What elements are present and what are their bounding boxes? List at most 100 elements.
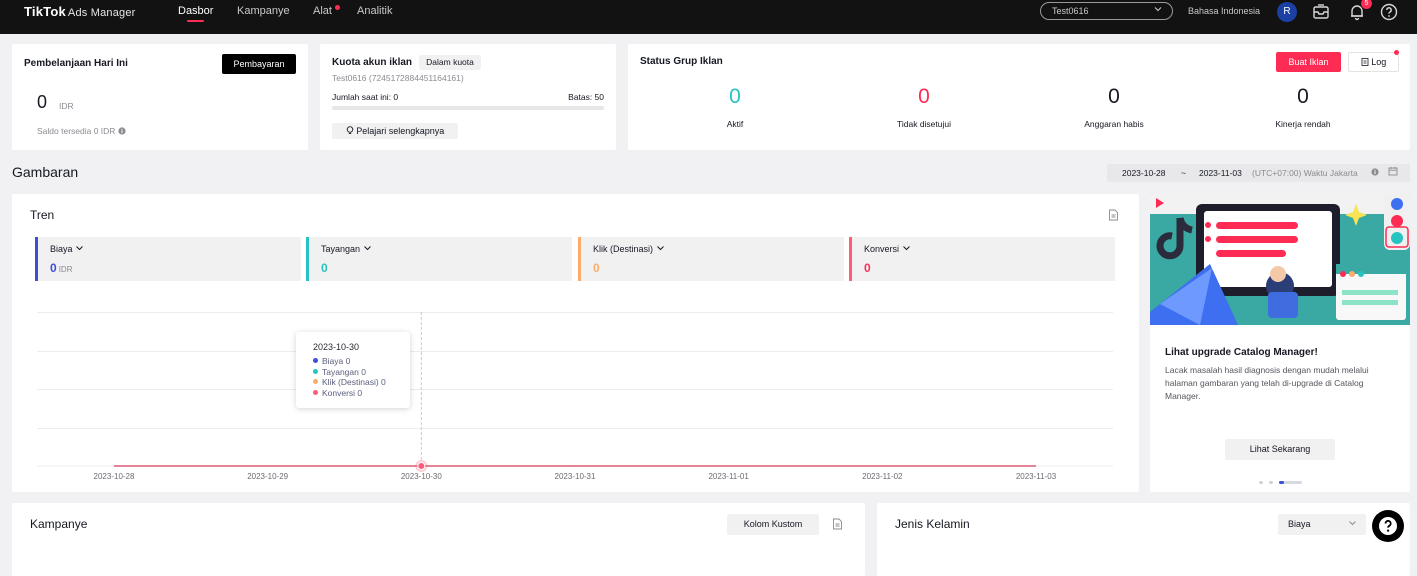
nav-analitik[interactable]: Analitik — [357, 5, 393, 17]
payment-button[interactable]: Pembayaran — [222, 54, 296, 74]
quota-title: Kuota akun iklan — [332, 57, 413, 68]
metric-card-konversi[interactable]: Konversi 0 — [849, 237, 1115, 281]
x-tick-label: 2023-11-03 — [1015, 472, 1057, 481]
account-select[interactable]: Test0616 — [1040, 2, 1173, 20]
create-ad-button[interactable]: Buat Iklan — [1276, 52, 1341, 72]
timezone: (UTC+07:00) Waktu Jakarta — [1252, 168, 1358, 178]
tooltip-row-konversi: Konversi 0 — [313, 388, 362, 398]
inbox-icon[interactable] — [1312, 3, 1330, 21]
log-button[interactable]: Log — [1348, 52, 1399, 72]
promo-title: Lihat upgrade Catalog Manager! — [1165, 347, 1318, 358]
x-tick-label: 2023-11-02 — [862, 472, 903, 481]
metric-label: Tayangan — [321, 244, 372, 254]
overview-title: Gambaran — [12, 164, 79, 180]
chart-gridline — [37, 389, 1113, 390]
nav-kampanye[interactable]: Kampanye — [237, 5, 290, 17]
campaign-card: Kampanye Kolom Kustom — [12, 503, 865, 576]
bell-icon[interactable] — [1348, 3, 1366, 21]
notification-badge: 5 — [1361, 0, 1372, 9]
info-icon[interactable] — [1371, 164, 1379, 182]
logo-subtitle: Ads Manager — [67, 7, 136, 19]
stat-low-performance-value[interactable]: 0 — [1297, 85, 1309, 108]
x-tick-label: 2023-10-31 — [554, 472, 596, 481]
help-icon[interactable] — [1380, 3, 1398, 21]
x-tick-label: 2023-10-28 — [93, 472, 135, 481]
stat-rejected-value[interactable]: 0 — [918, 85, 930, 108]
stat-budget-exhausted-value[interactable]: 0 — [1108, 85, 1120, 108]
metric-value: 0 — [864, 261, 871, 275]
chevron-down-icon — [363, 244, 372, 254]
gender-metric-select-value: Biaya — [1288, 519, 1311, 529]
chart-gridline — [37, 428, 1113, 429]
stat-active-value[interactable]: 0 — [729, 85, 741, 108]
learn-more-button[interactable]: Pelajari selengkapnya — [332, 123, 458, 139]
info-icon[interactable] — [118, 126, 126, 136]
tooltip-row-klik: Klik (Destinasi) 0 — [313, 377, 386, 387]
help-chat-button[interactable] — [1372, 510, 1404, 542]
calendar-icon[interactable] — [1388, 164, 1398, 182]
top-navigation: TikTok Ads Manager Dasbor Kampanye Alat A… — [0, 0, 1417, 34]
metric-label: Biaya — [50, 244, 84, 254]
date-range-picker[interactable]: 2023-10-28 ~ 2023-11-03 (UTC+07:00) Wakt… — [1107, 164, 1410, 182]
carousel-dot[interactable] — [1269, 481, 1273, 484]
quota-current: Jumlah saat ini: 0 — [332, 92, 399, 102]
x-tick-label: 2023-10-30 — [400, 472, 442, 481]
tooltip-row-tayangan: Tayangan 0 — [313, 367, 366, 377]
nav-alat-new-dot — [335, 5, 340, 10]
promo-view-now-button[interactable]: Lihat Sekarang — [1225, 439, 1335, 460]
chart-tooltip: 2023-10-30 Biaya 0 Tayangan 0 Klik (Dest… — [296, 332, 410, 408]
campaign-title: Kampanye — [30, 517, 88, 531]
tiktok-logo[interactable]: TikTok Ads Manager — [24, 4, 136, 19]
language-selector[interactable]: Bahasa Indonesia — [1188, 6, 1261, 16]
avatar[interactable]: R — [1277, 2, 1297, 22]
carousel-dot[interactable] — [1259, 481, 1263, 484]
metric-card-biaya[interactable]: Biaya 0 IDR — [35, 237, 301, 281]
highlight-marker[interactable] — [417, 462, 426, 470]
learn-more-label: Pelajari selengkapnya — [356, 126, 445, 136]
metric-card-tayangan[interactable]: Tayangan 0 — [306, 237, 572, 281]
log-icon — [1361, 57, 1369, 67]
chevron-down-icon — [656, 244, 665, 254]
spend-title: Pembelanjaan Hari Ini — [24, 58, 128, 69]
tooltip-date: 2023-10-30 — [313, 342, 360, 352]
account-select-value: Test0616 — [1052, 6, 1089, 16]
chevron-down-icon — [1348, 514, 1357, 535]
carousel-dot-active[interactable] — [1279, 481, 1302, 484]
log-new-dot — [1394, 50, 1399, 55]
quota-account-id: Test0616 (7245172884451164161) — [332, 73, 464, 83]
gender-metric-select[interactable]: Biaya — [1278, 514, 1366, 535]
available-balance-text: Saldo tersedia 0 IDR — [37, 126, 116, 136]
nav-alat[interactable]: Alat — [313, 5, 332, 17]
chart-gridline — [37, 312, 1113, 313]
chevron-down-icon — [1153, 4, 1163, 16]
export-icon[interactable] — [1108, 209, 1119, 224]
metric-value: 0 IDR — [50, 261, 73, 275]
stat-active-label: Aktif — [726, 119, 744, 129]
lightbulb-icon — [346, 126, 357, 136]
x-tick-label: 2023-10-29 — [247, 472, 289, 481]
metric-label: Klik (Destinasi) — [593, 244, 665, 254]
quota-progress-bar — [332, 106, 604, 110]
date-separator: ~ — [1181, 168, 1186, 178]
spend-amount: 0 — [37, 92, 48, 112]
metric-label: Konversi — [864, 244, 911, 254]
metric-card-klik[interactable]: Klik (Destinasi) 0 — [578, 237, 844, 281]
quota-limit: Batas: 50 — [568, 92, 604, 102]
quota-status-badge: Dalam kuota — [419, 55, 481, 70]
stat-low-performance-label: Kinerja rendah — [1275, 119, 1331, 129]
gender-title: Jenis Kelamin — [895, 517, 970, 531]
help-icon — [1379, 517, 1397, 535]
nav-dasbor[interactable]: Dasbor — [178, 5, 214, 22]
spend-currency: IDR — [59, 101, 74, 111]
ad-group-status-card: Status Grup Iklan Buat Iklan Log 0 Aktif… — [628, 44, 1410, 150]
metric-value: 0 — [321, 261, 328, 275]
promo-body: Lacak masalah hasil diagnosis dengan mud… — [1165, 365, 1369, 401]
export-icon[interactable] — [832, 518, 843, 533]
custom-columns-button[interactable]: Kolom Kustom — [727, 514, 819, 535]
chart-gridline — [37, 351, 1113, 352]
tooltip-row-biaya: Biaya 0 — [313, 356, 350, 366]
date-end: 2023-11-03 — [1199, 168, 1242, 178]
trend-title: Tren — [30, 208, 55, 222]
ad-group-status-title: Status Grup Iklan — [640, 56, 723, 67]
